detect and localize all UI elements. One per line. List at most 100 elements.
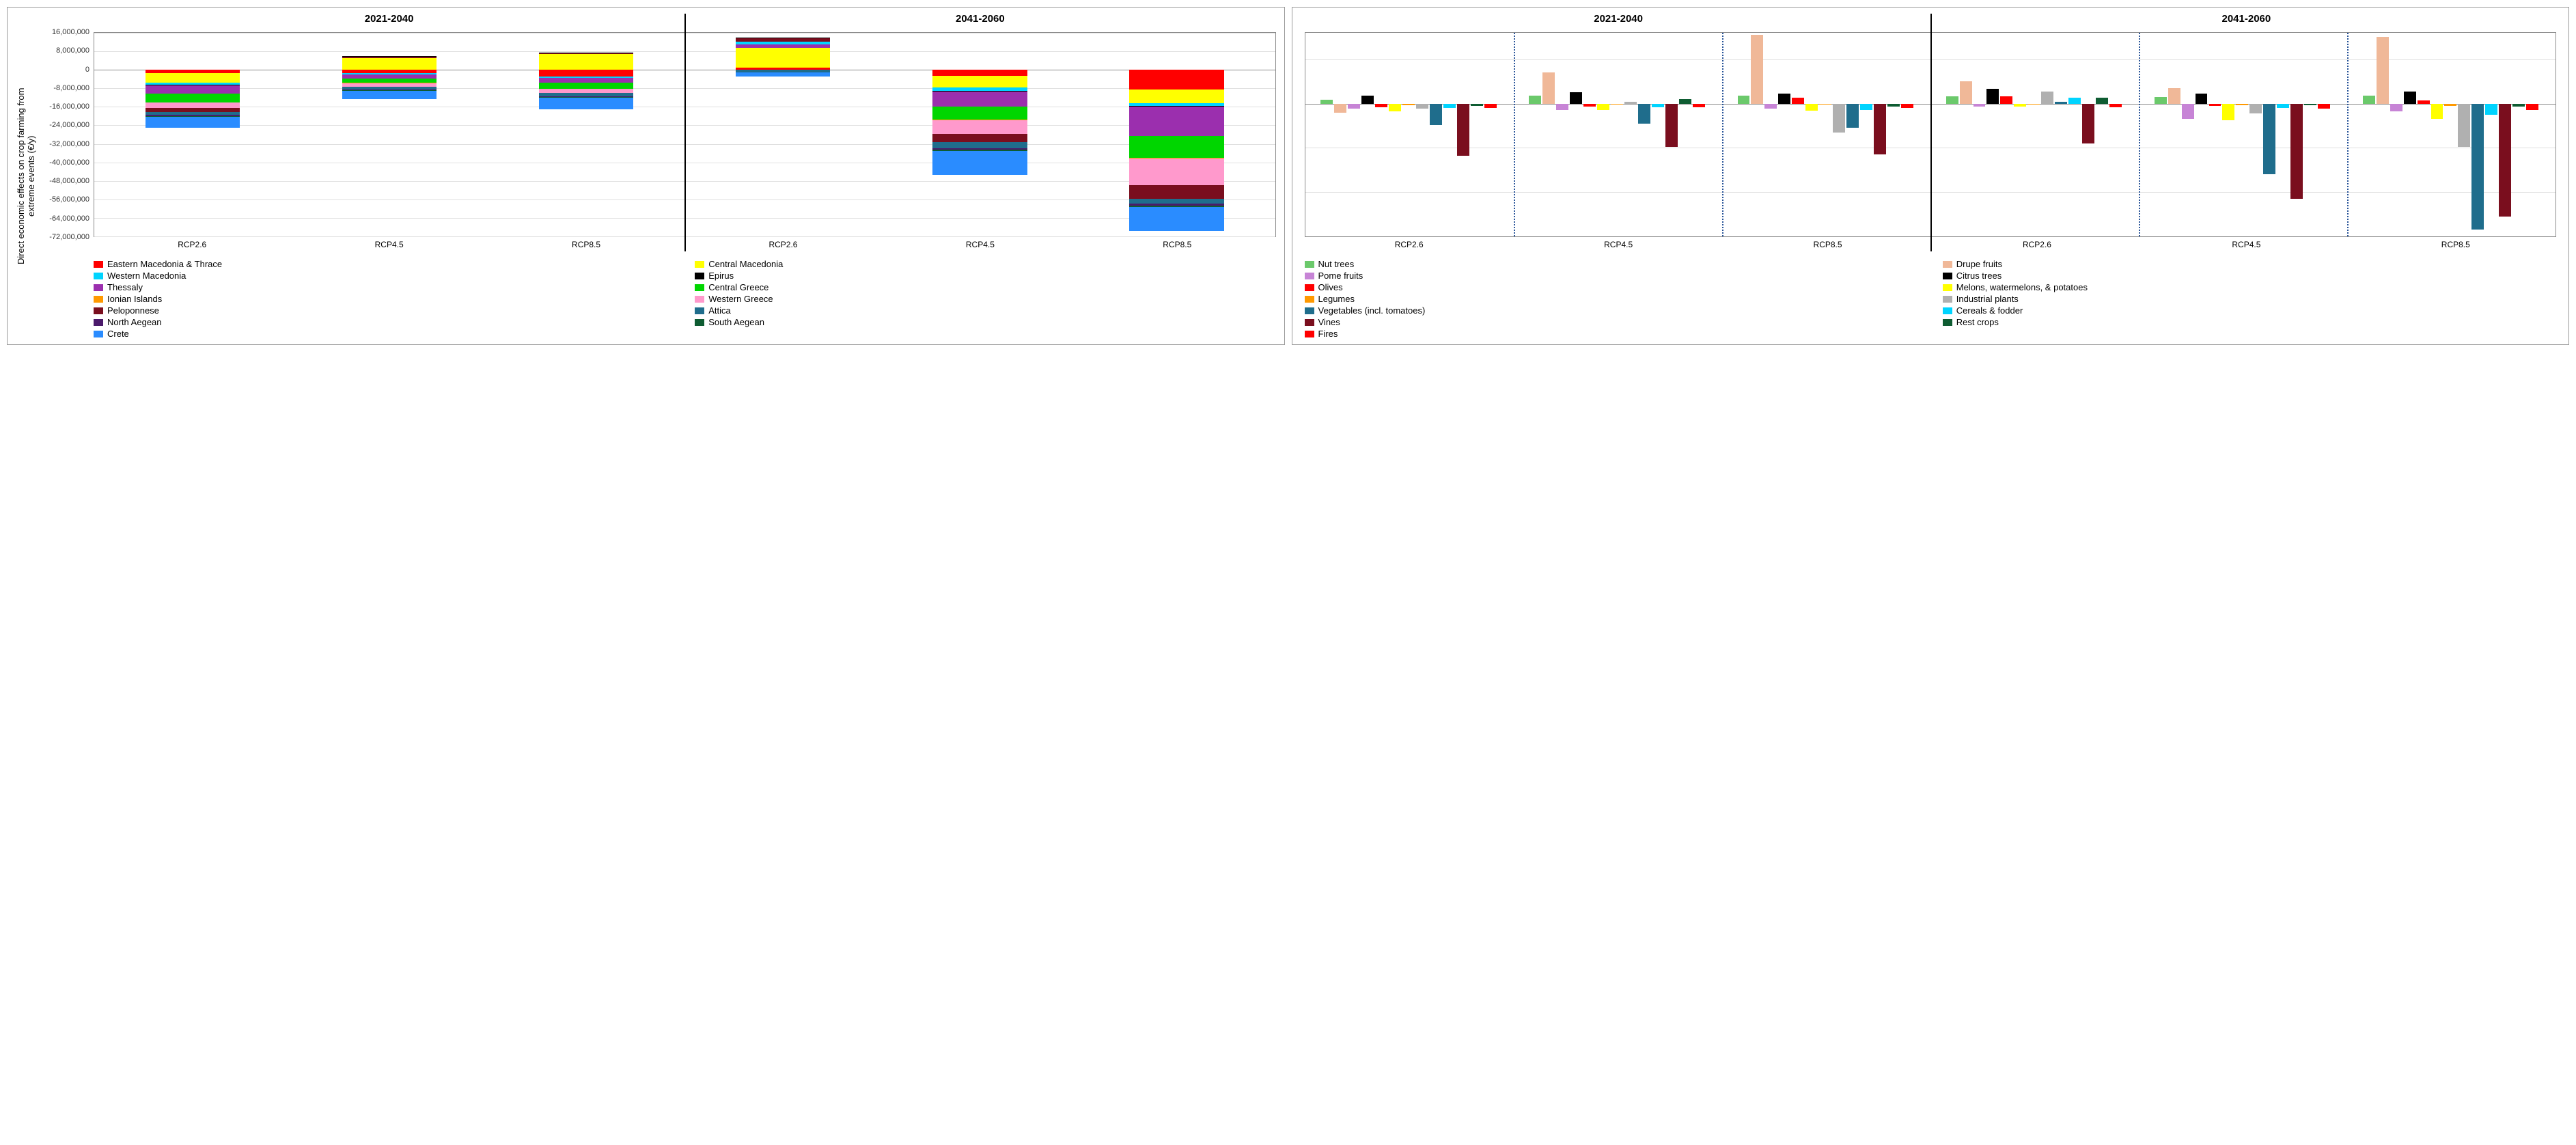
bar-segment	[146, 117, 240, 128]
legend-label: Pome fruits	[1318, 271, 1363, 281]
x-tick-label: RCP2.6	[94, 237, 290, 252]
grouped-bar	[1443, 104, 1456, 108]
grouped-bar	[1556, 104, 1568, 111]
grouped-bar	[1846, 104, 1859, 128]
grouped-bar	[2526, 104, 2538, 111]
bar-segment	[932, 92, 1027, 107]
grouped-bar	[1738, 96, 1750, 104]
bar-segment	[1129, 185, 1223, 199]
grouped-bar	[2290, 104, 2303, 199]
grouped-bar	[1457, 104, 1469, 156]
grouped-bar	[1946, 96, 1958, 104]
grouped-bar	[1471, 104, 1483, 106]
grouped-bar	[2196, 94, 2208, 104]
bar-segment	[932, 70, 1027, 75]
bar-segment	[342, 58, 437, 70]
grouped-bar	[1361, 96, 1374, 104]
x-tick-label: RCP4.5	[290, 237, 487, 252]
legend-item: Drupe fruits	[1943, 259, 2560, 269]
legend-item: Western Macedonia	[94, 271, 674, 281]
legend-label: Vines	[1318, 317, 1340, 327]
legend-swatch	[1943, 307, 1952, 314]
legend-swatch	[94, 296, 103, 303]
legend-label: Legumes	[1318, 294, 1355, 304]
legend-label: Vegetables (incl. tomatoes)	[1318, 305, 1426, 316]
legend-item: Attica	[695, 305, 1275, 316]
stacked-bar	[342, 33, 437, 236]
grouped-bar	[2263, 104, 2275, 175]
grouped-bar	[2000, 96, 2012, 103]
grouped-bar	[1960, 81, 1972, 103]
grouped-bar	[1484, 104, 1497, 108]
grouped-bar	[1389, 104, 1401, 112]
legend-swatch	[1943, 261, 1952, 268]
legend-item: Citrus trees	[1943, 271, 2560, 281]
grouped-bar	[1638, 104, 1650, 124]
legend-swatch	[94, 273, 103, 279]
y-tick-label: -64,000,000	[49, 215, 89, 223]
grouped-bar	[1679, 99, 1691, 103]
y-tick-label: -16,000,000	[49, 102, 89, 111]
y-tick-label: -48,000,000	[49, 177, 89, 185]
grouped-bar	[1348, 104, 1360, 109]
grouped-bar	[2318, 104, 2330, 109]
x-tick-label: RCP2.6	[684, 237, 881, 252]
grouped-bar	[1402, 104, 1415, 105]
figure-container: Direct economic effects on crop farming …	[7, 7, 2569, 345]
bar-segment	[1129, 89, 1223, 103]
grouped-bar	[1819, 104, 1831, 105]
grouped-bar	[1792, 98, 1804, 104]
bar-segment	[539, 54, 633, 70]
legend-item: Central Greece	[695, 282, 1275, 292]
grouped-bar	[1570, 92, 1582, 103]
left-legend: Eastern Macedonia & ThraceCentral Macedo…	[94, 259, 1276, 339]
legend-swatch	[1305, 296, 1314, 303]
grouped-bar	[1986, 89, 1999, 104]
bar-segment	[1129, 107, 1223, 135]
legend-item: Thessaly	[94, 282, 674, 292]
grouped-bar	[1805, 104, 1818, 111]
period-label-0: 2021-2040	[94, 13, 684, 32]
grouped-bar	[2418, 100, 2430, 104]
bar-segment	[1129, 199, 1223, 204]
y-axis-label: Direct economic effects on crop farming …	[13, 74, 39, 279]
group-divider	[1514, 33, 1515, 236]
period-divider	[1930, 14, 1932, 251]
legend-swatch	[1305, 273, 1314, 279]
bar-segment	[1129, 70, 1223, 89]
bar-segment	[932, 134, 1027, 142]
legend-item: Western Greece	[695, 294, 1275, 304]
grouped-bar	[2404, 92, 2416, 104]
grouped-bar	[1597, 104, 1609, 111]
right-plot-area	[1305, 32, 2557, 237]
grouped-bar	[1887, 104, 1900, 107]
grouped-bar	[2249, 104, 2262, 113]
bar-segment	[342, 91, 437, 99]
legend-label: Melons, watermelons, & potatoes	[1956, 282, 2088, 292]
y-tick-label: -40,000,000	[49, 158, 89, 167]
grouped-bar	[2377, 37, 2389, 103]
legend-swatch	[1305, 319, 1314, 326]
legend-label: Crete	[107, 329, 129, 339]
legend-swatch	[94, 331, 103, 337]
bar-segment	[736, 72, 830, 77]
x-tick-label: RCP2.6	[1305, 237, 1514, 252]
bar-segment	[736, 44, 830, 48]
bar-segment	[539, 70, 633, 76]
x-tick-label: RCP4.5	[882, 237, 1079, 252]
grouped-bar	[2055, 102, 2067, 104]
x-tick-label: RCP8.5	[2351, 237, 2560, 252]
legend-swatch	[1943, 284, 1952, 291]
legend-label: Epirus	[708, 271, 734, 281]
legend-swatch	[94, 261, 103, 268]
legend-swatch	[1305, 284, 1314, 291]
bar-segment	[146, 102, 240, 108]
group-divider	[2139, 33, 2140, 236]
grouped-bar	[1665, 104, 1678, 147]
legend-item: Legumes	[1305, 294, 1922, 304]
grouped-bar	[2236, 104, 2248, 105]
grouped-bar	[1583, 104, 1596, 107]
stacked-bar	[736, 33, 830, 236]
stacked-bar	[932, 33, 1027, 236]
legend-item: Epirus	[695, 271, 1275, 281]
